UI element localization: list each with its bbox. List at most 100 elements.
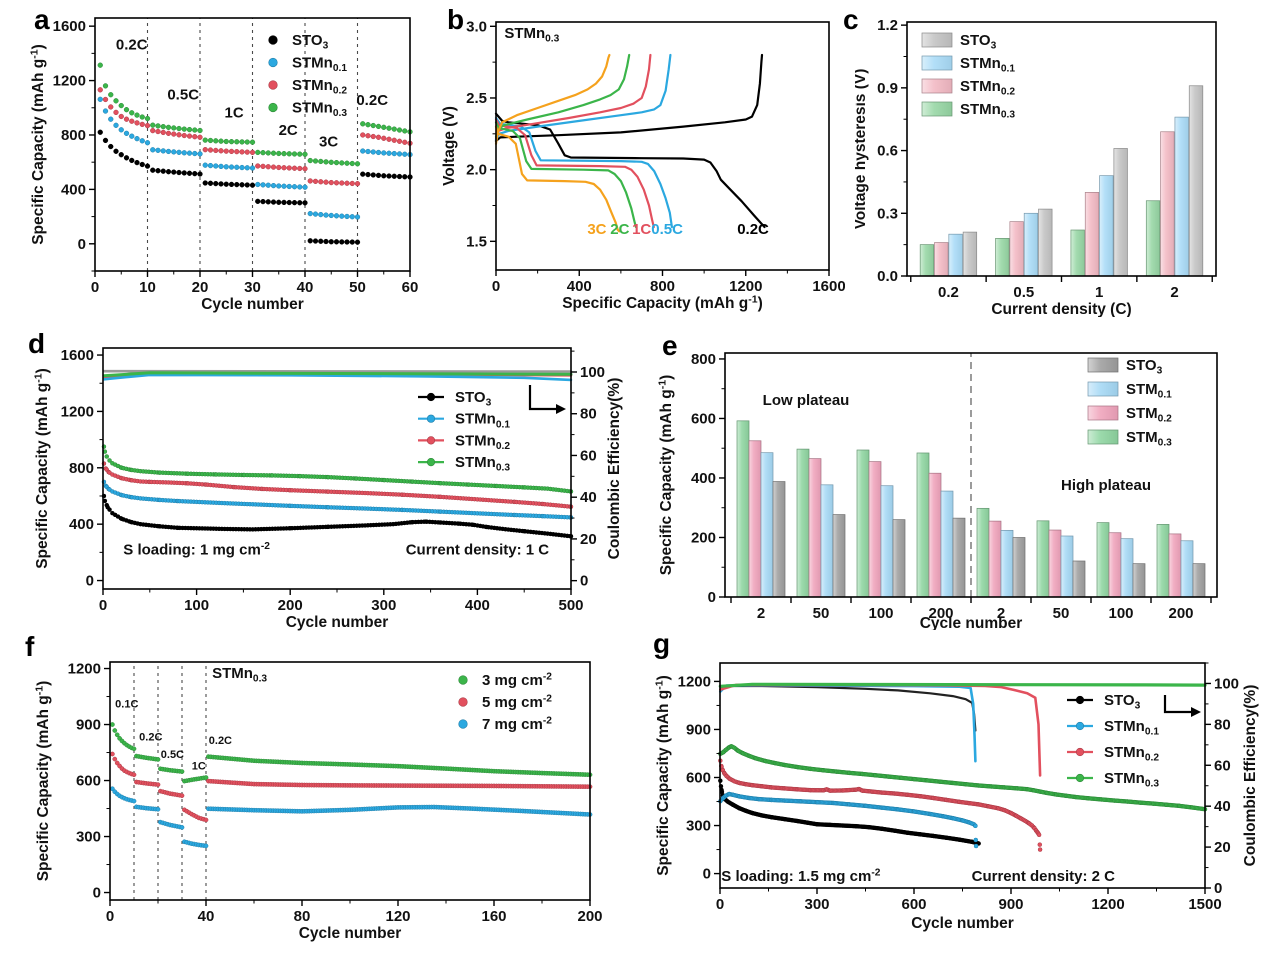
svg-text:900: 900 — [76, 717, 101, 734]
svg-text:Current density: 2 C: Current density: 2 C — [972, 868, 1116, 885]
svg-text:0: 0 — [1214, 880, 1222, 897]
svg-text:STO3: STO3 — [960, 32, 997, 52]
svg-text:1600: 1600 — [53, 18, 86, 35]
svg-text:80: 80 — [1214, 716, 1231, 733]
svg-text:1200: 1200 — [678, 673, 711, 690]
svg-text:Low plateau: Low plateau — [763, 392, 850, 409]
svg-text:2.5: 2.5 — [466, 90, 487, 107]
svg-text:900: 900 — [998, 896, 1023, 913]
svg-text:Current density (C): Current density (C) — [991, 301, 1131, 317]
svg-text:200: 200 — [1168, 605, 1193, 622]
svg-text:STMn0.3: STMn0.3 — [455, 454, 510, 474]
svg-text:40: 40 — [297, 279, 314, 296]
svg-text:0: 0 — [492, 278, 500, 295]
panel-a-rate-capability-chart: 0 10 20 30 40 50 60 Cycle number 0 400 800 1200 1600… — [28, 17, 419, 313]
svg-text:0: 0 — [99, 597, 107, 614]
svg-text:0.2: 0.2 — [938, 284, 959, 301]
svg-text:2: 2 — [757, 605, 765, 622]
svg-text:2C: 2C — [279, 122, 298, 139]
svg-text:0.2C: 0.2C — [139, 731, 162, 743]
svg-text:Voltage (V): Voltage (V) — [441, 106, 458, 186]
svg-text:20: 20 — [192, 279, 209, 296]
svg-text:High plateau: High plateau — [1061, 477, 1151, 494]
svg-text:300: 300 — [686, 818, 711, 835]
svg-text:0: 0 — [86, 573, 94, 590]
svg-text:0: 0 — [93, 885, 101, 902]
panel-label-c: c — [843, 4, 859, 35]
svg-text:40: 40 — [580, 489, 597, 506]
svg-text:0.1C: 0.1C — [115, 699, 138, 711]
svg-text:2C: 2C — [610, 221, 629, 238]
svg-text:Specific Capacity (mAh g-1): Specific Capacity (mAh g-1) — [653, 675, 672, 876]
svg-text:STM0.2: STM0.2 — [1126, 405, 1172, 425]
svg-text:800: 800 — [650, 278, 675, 295]
svg-text:100: 100 — [1108, 605, 1133, 622]
svg-text:Voltage hysteresis (V): Voltage hysteresis (V) — [855, 69, 869, 230]
svg-text:Cycle number: Cycle number — [911, 915, 1014, 932]
svg-text:2: 2 — [1170, 284, 1178, 301]
svg-text:800: 800 — [61, 127, 86, 144]
panel-label-a: a — [34, 4, 50, 35]
svg-text:STMn0.1: STMn0.1 — [1104, 718, 1159, 738]
svg-text:S loading: 1 mg cm-2: S loading: 1 mg cm-2 — [123, 541, 270, 558]
svg-text:400: 400 — [567, 278, 592, 295]
panel-b-voltage-profiles-chart: 0 400 800 1200 1600 Specific Capacity (mAh g-… — [441, 18, 845, 312]
panel-label-f: f — [25, 631, 35, 662]
svg-text:40: 40 — [1214, 798, 1231, 815]
panel-label-d: d — [28, 328, 46, 359]
svg-text:0.5: 0.5 — [1013, 284, 1034, 301]
svg-text:0: 0 — [580, 573, 588, 590]
svg-text:0: 0 — [716, 896, 724, 913]
svg-text:100: 100 — [868, 605, 893, 622]
svg-text:600: 600 — [901, 896, 926, 913]
svg-text:100: 100 — [184, 597, 209, 614]
svg-text:600: 600 — [76, 773, 101, 790]
svg-text:STMn0.3: STMn0.3 — [1104, 770, 1159, 790]
svg-text:60: 60 — [580, 447, 597, 464]
svg-text:0: 0 — [703, 866, 711, 883]
svg-text:200: 200 — [577, 908, 602, 925]
svg-text:1200: 1200 — [53, 73, 86, 90]
svg-text:1200: 1200 — [1091, 896, 1124, 913]
svg-text:0: 0 — [106, 908, 114, 925]
svg-text:2.0: 2.0 — [466, 162, 487, 179]
svg-text:STMn0.1: STMn0.1 — [960, 55, 1015, 75]
svg-text:Coulombic Efficiency(%): Coulombic Efficiency(%) — [1242, 685, 1259, 867]
svg-text:STMn0.1: STMn0.1 — [455, 411, 510, 431]
svg-text:1200: 1200 — [61, 403, 94, 420]
panel-label-g: g — [653, 628, 671, 659]
svg-text:1C: 1C — [192, 760, 206, 772]
svg-text:Current density: 1 C: Current density: 1 C — [406, 541, 550, 558]
svg-text:0.3: 0.3 — [877, 205, 898, 222]
svg-text:STMn0.3: STMn0.3 — [292, 100, 347, 120]
svg-text:300: 300 — [76, 829, 101, 846]
svg-text:Specific Capacity (mAh g-1): Specific Capacity (mAh g-1) — [32, 368, 51, 569]
svg-text:0.5C: 0.5C — [161, 749, 184, 761]
svg-text:600: 600 — [691, 410, 716, 427]
svg-text:300: 300 — [804, 896, 829, 913]
svg-text:100: 100 — [1214, 675, 1239, 692]
svg-text:Coulombic Efficiency(%): Coulombic Efficiency(%) — [606, 378, 623, 560]
svg-text:1.2: 1.2 — [877, 17, 898, 34]
svg-text:1C: 1C — [632, 221, 651, 238]
svg-text:400: 400 — [691, 470, 716, 487]
svg-text:60: 60 — [402, 279, 419, 296]
svg-text:0: 0 — [78, 236, 86, 253]
svg-text:1500: 1500 — [1188, 896, 1221, 913]
svg-text:3.0: 3.0 — [466, 18, 487, 35]
svg-text:0.5C: 0.5C — [651, 221, 683, 238]
svg-text:20: 20 — [1214, 839, 1231, 856]
svg-text:Cycle number: Cycle number — [920, 615, 1023, 630]
svg-text:STO3: STO3 — [1104, 692, 1141, 712]
svg-text:0.5C: 0.5C — [167, 87, 199, 104]
svg-text:7 mg cm-2: 7 mg cm-2 — [482, 716, 552, 733]
svg-text:500: 500 — [558, 597, 583, 614]
svg-text:3 mg cm-2: 3 mg cm-2 — [482, 672, 552, 689]
svg-text:2: 2 — [997, 605, 1005, 622]
svg-text:600: 600 — [686, 770, 711, 787]
svg-text:Specific Capacity (mAh g-1): Specific Capacity (mAh g-1) — [33, 681, 52, 882]
svg-text:5 mg cm-2: 5 mg cm-2 — [482, 694, 552, 711]
svg-text:STM0.3: STM0.3 — [1126, 429, 1172, 449]
